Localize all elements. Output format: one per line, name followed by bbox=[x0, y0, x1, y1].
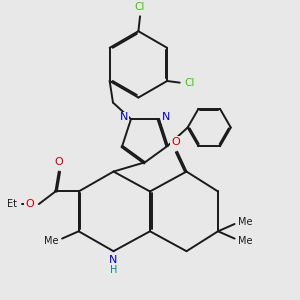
Text: Me: Me bbox=[238, 217, 253, 227]
Text: Me: Me bbox=[44, 236, 59, 246]
Text: H: H bbox=[110, 266, 117, 275]
Text: Cl: Cl bbox=[184, 78, 195, 88]
Text: N: N bbox=[119, 112, 128, 122]
Text: Et: Et bbox=[7, 199, 17, 209]
Text: O: O bbox=[54, 157, 63, 167]
Text: O: O bbox=[171, 137, 180, 147]
Text: N: N bbox=[162, 112, 171, 122]
Text: Cl: Cl bbox=[135, 2, 145, 12]
Text: O: O bbox=[25, 199, 34, 209]
Text: Me: Me bbox=[238, 236, 253, 246]
Text: N: N bbox=[109, 256, 118, 266]
